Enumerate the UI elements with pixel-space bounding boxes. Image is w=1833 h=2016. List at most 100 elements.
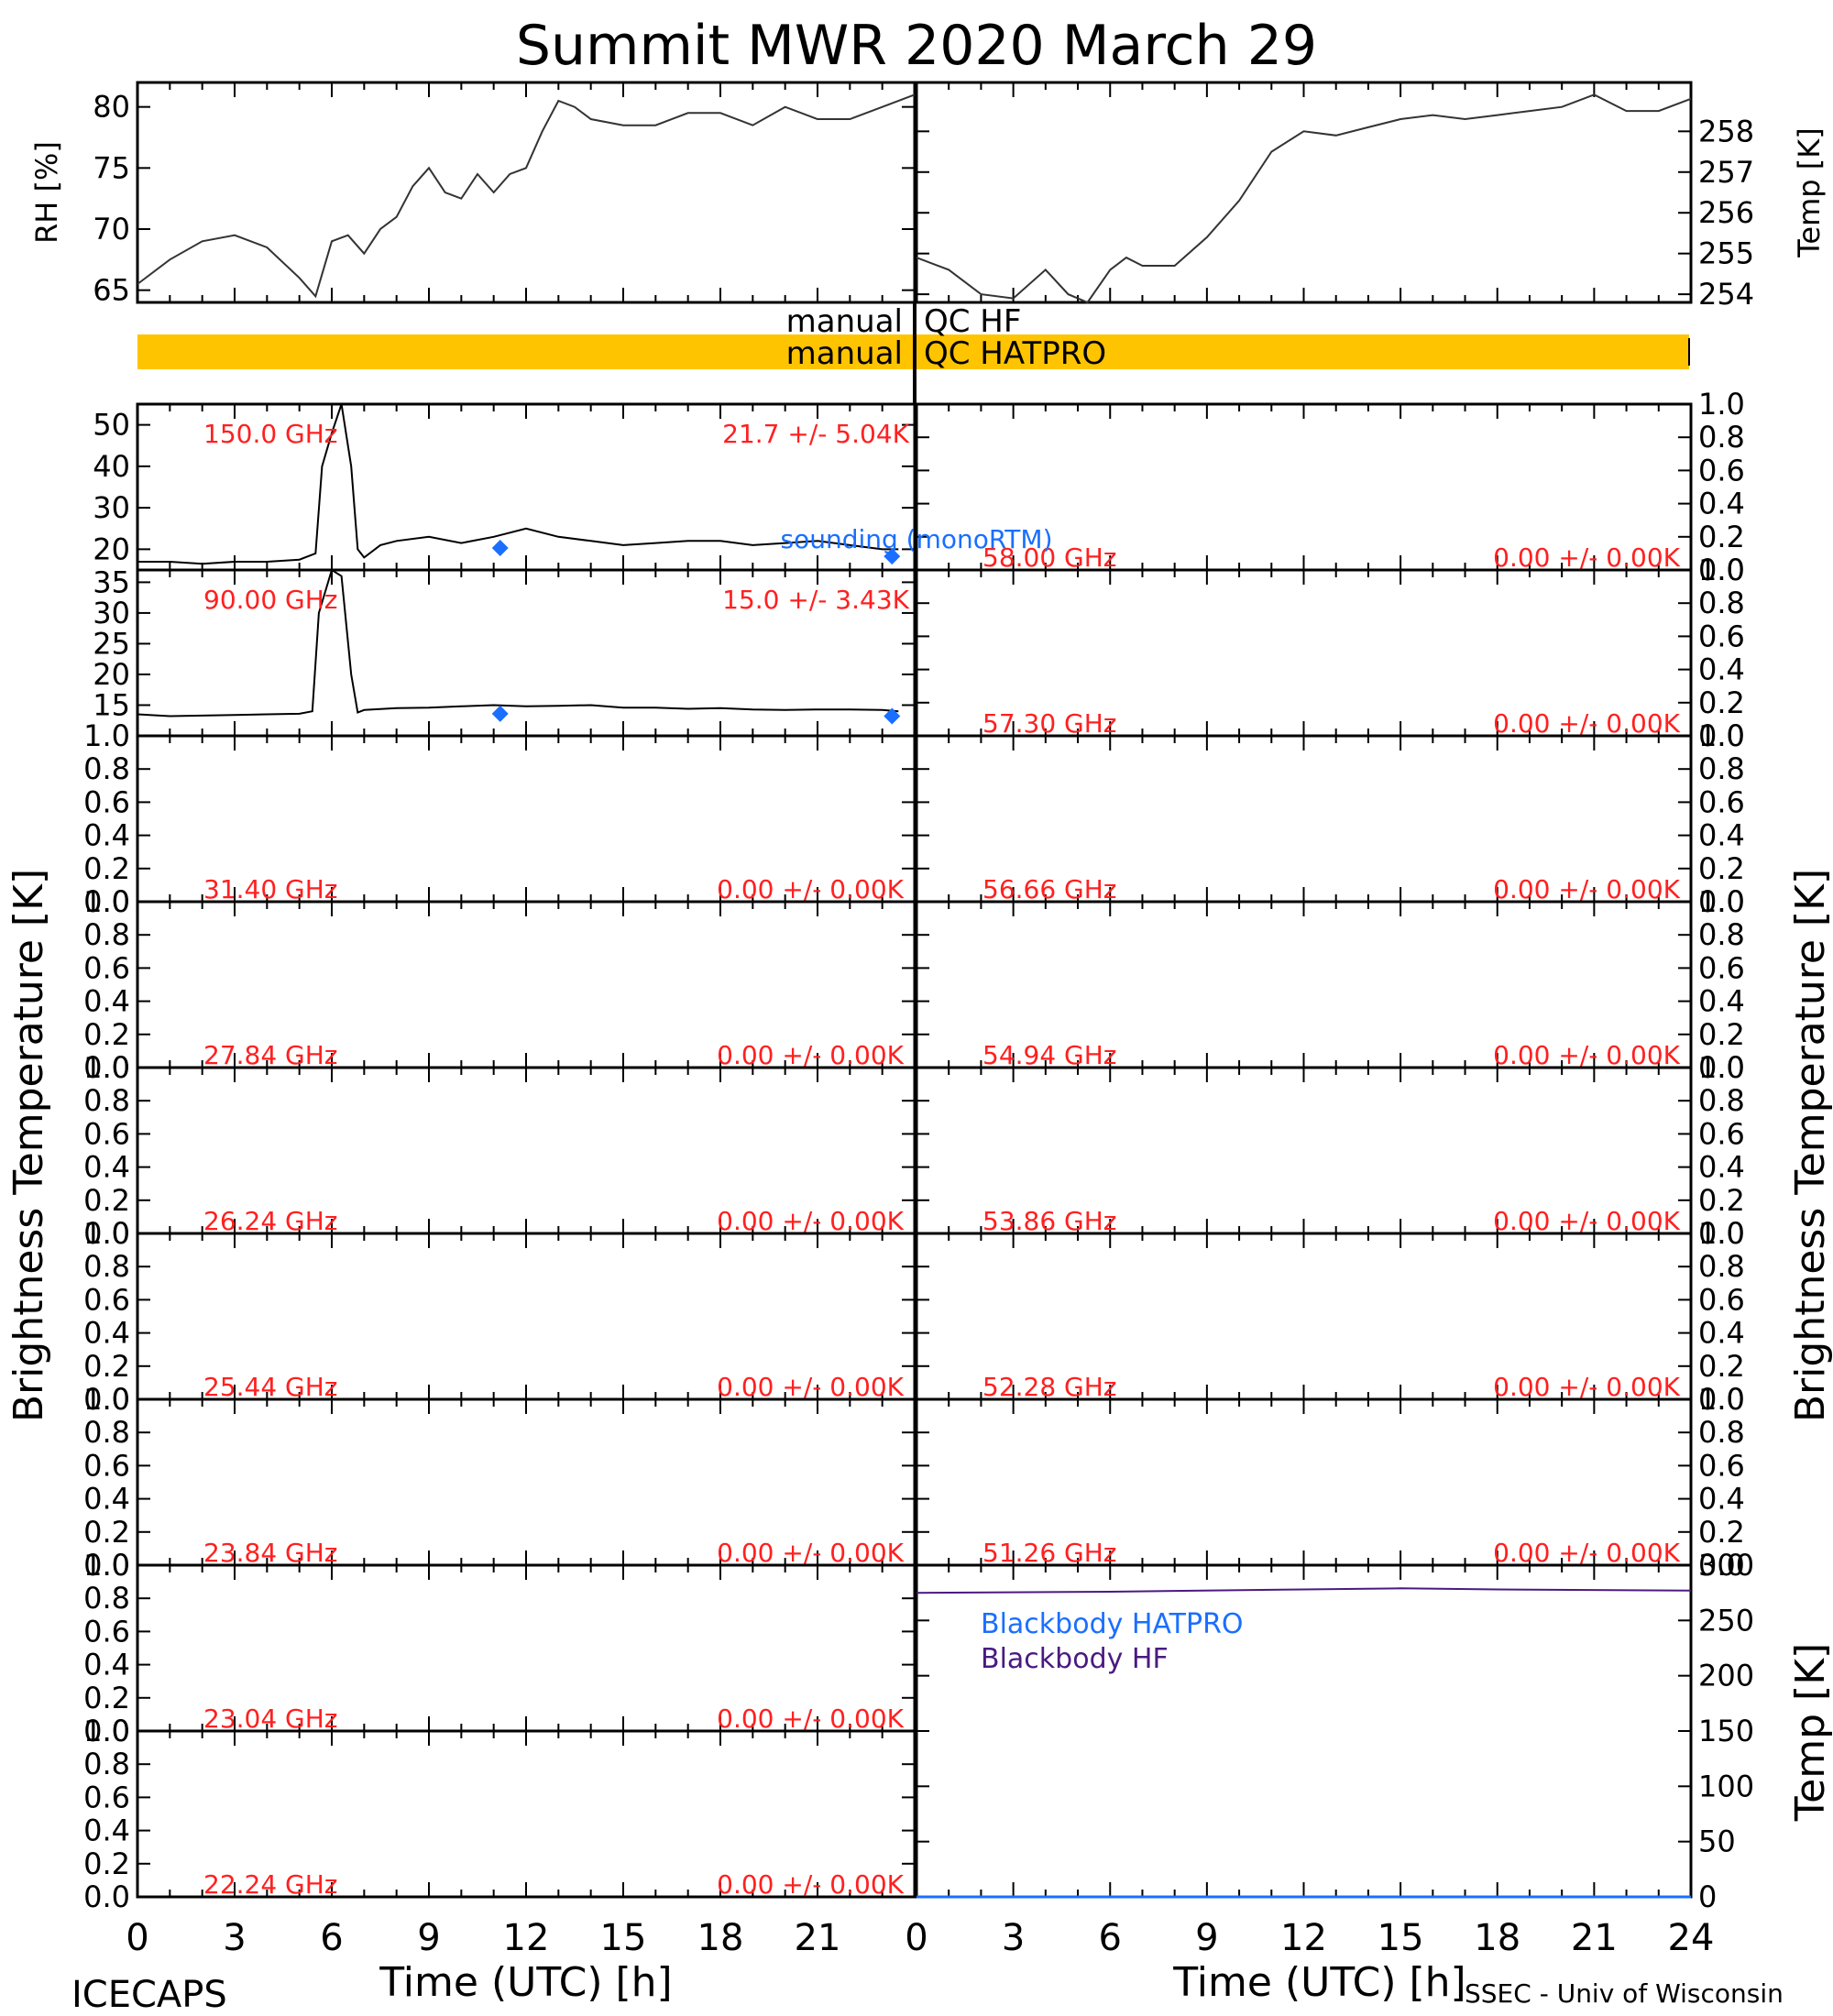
y-tick-label: 35: [93, 564, 130, 599]
y-tick-label: 1.0: [83, 1548, 130, 1583]
y-tick-label: 256: [1698, 195, 1754, 230]
y-tick-label: 25: [93, 626, 130, 661]
ch-54-x-ticks: [916, 902, 1692, 1068]
ch-53-y-ticks: 0.00.20.40.60.81.0: [916, 1050, 1745, 1251]
y-tick-label: 0.2: [1698, 685, 1745, 720]
ch-27-y-ticks: 0.00.20.40.60.81.0: [83, 884, 915, 1085]
ch-150-sounding-marker: [491, 540, 509, 557]
qc-hf-label-right: QC HF: [924, 303, 1021, 340]
y-tick-label: 254: [1698, 277, 1754, 312]
ch-58-stats-label: 0.00 +/- 0.00K: [1493, 542, 1680, 573]
y-tick-label: 1.0: [1698, 1050, 1745, 1085]
y-tick-label: 0.8: [83, 917, 130, 952]
x-tick-label-right: 12: [1280, 1917, 1327, 1959]
y-tick-label: 150: [1698, 1714, 1754, 1748]
ch-26-stats-label: 0.00 +/- 0.00K: [717, 1206, 904, 1236]
y-tick-label: 0.2: [83, 1017, 130, 1052]
ch-56-stats-label: 0.00 +/- 0.00K: [1493, 874, 1680, 904]
y-tick-label: 0.6: [1698, 1448, 1745, 1483]
ch-51-channel-label: 51.26 GHz: [982, 1538, 1117, 1568]
y-tick-label: 200: [1698, 1659, 1754, 1693]
met-rh-y-ticks: 65 70 75 80: [93, 90, 915, 308]
y-tick-label: 0.8: [1698, 586, 1745, 620]
ch-150-stats-label: 21.7 +/- 5.04K: [722, 419, 909, 449]
y-tick-label: 0.0: [83, 884, 130, 919]
y-tick-label: 30: [93, 490, 130, 525]
y-tick-label: 0.8: [83, 1083, 130, 1118]
y-tick-label: 0.4: [83, 818, 130, 853]
y-tick-label: 75: [93, 150, 130, 185]
bb-hatpro-legend: Blackbody HATPRO: [981, 1608, 1244, 1640]
x-tick-label-right: 21: [1571, 1917, 1618, 1959]
y-tick-label: 0.8: [1698, 420, 1745, 455]
bb-hf-series: [916, 1587, 1692, 1594]
y-tick-label: 0.4: [1698, 487, 1745, 521]
sounding-legend: sounding (monoRTM): [781, 524, 1053, 554]
y-tick-label: 0.8: [1698, 917, 1745, 952]
rh-axis-label: RH [%]: [29, 141, 64, 244]
ch-52-y-ticks: 0.00.20.40.60.81.0: [916, 1216, 1745, 1417]
x-tick-label-left: 3: [223, 1917, 246, 1959]
y-tick-label: 0.4: [83, 984, 130, 1019]
y-tick-label: 0.8: [1698, 751, 1745, 786]
y-tick-label: 0.8: [83, 1747, 130, 1781]
ch-150-y-ticks: 20 30 40 50: [93, 408, 915, 566]
y-tick-label: 0.2: [1698, 1515, 1745, 1550]
qc-hatpro-label-left: manual: [786, 335, 903, 372]
ch-90-sounding-marker: [884, 707, 901, 725]
y-tick-label: 0.2: [1698, 1017, 1745, 1052]
ch-58-y-ticks: 0.00.20.40.60.81.0: [916, 387, 1745, 587]
y-tick-label: 0.2: [1698, 520, 1745, 554]
y-tick-label: 100: [1698, 1769, 1754, 1803]
ch-90-stats-label: 15.0 +/- 3.43K: [722, 585, 909, 615]
x-tick-label-right: 9: [1195, 1917, 1218, 1959]
ch-23b-channel-label: 23.84 GHz: [203, 1538, 338, 1568]
y-tick-label: 0.6: [83, 1448, 130, 1483]
temp-axis-label: Temp [K]: [1792, 127, 1827, 257]
y-tick-label: 0.0: [1698, 553, 1745, 587]
ch-58-x-ticks: [916, 404, 1692, 570]
ch-51-y-ticks: 0.00.20.40.60.81.0: [916, 1382, 1745, 1583]
y-tick-label: 1.0: [1698, 884, 1745, 919]
met-temp-y-ticks: 254 255 256 257 258: [916, 114, 1754, 312]
y-tick-label: 0.0: [83, 1879, 130, 1914]
y-tick-label: 0.6: [83, 1780, 130, 1814]
y-tick-label: 0.8: [1698, 1083, 1745, 1118]
temp-series: [916, 93, 1692, 304]
y-tick-label: 0.4: [1698, 984, 1745, 1019]
y-tick-label: 1.0: [83, 1216, 130, 1251]
ch-27-stats-label: 0.00 +/- 0.00K: [717, 1040, 904, 1070]
ch-22-stats-label: 0.00 +/- 0.00K: [717, 1869, 904, 1900]
x-tick-label-left: 9: [417, 1917, 440, 1959]
x-tick-label-right: 18: [1474, 1917, 1520, 1959]
x-tick-label-left: 18: [697, 1917, 744, 1959]
footer-right: SSEC - Univ of Wisconsin: [1465, 1978, 1784, 2009]
ch-90-channel-label: 90.00 GHz: [203, 585, 338, 615]
ch-54-stats-label: 0.00 +/- 0.00K: [1493, 1040, 1680, 1070]
ch-150-channel-label: 150.0 GHz: [203, 419, 338, 449]
ch-150-sounding-marker: [884, 548, 901, 565]
ch-52-stats-label: 0.00 +/- 0.00K: [1493, 1372, 1680, 1402]
ch-23a-stats-label: 0.00 +/- 0.00K: [717, 1704, 904, 1734]
ch-23b-x-ticks: [137, 1399, 916, 1565]
y-tick-label: 1.0: [1698, 718, 1745, 753]
ch-57-y-ticks: 0.00.20.40.60.81.0: [916, 553, 1745, 753]
y-tick-label: 65: [93, 273, 130, 308]
ch-90-sounding-marker: [491, 705, 509, 722]
y-tick-label: 0.6: [1698, 453, 1745, 488]
y-tick-label: 0.2: [83, 1681, 130, 1715]
bb-axis-label: Temp [K]: [1787, 1643, 1833, 1822]
x-tick-label-left: 12: [503, 1917, 550, 1959]
ch-150-x-ticks: [137, 404, 916, 570]
figure-title: Summit MWR 2020 March 29: [516, 14, 1317, 78]
ch-26-channel-label: 26.24 GHz: [203, 1206, 338, 1236]
y-tick-label: 20: [93, 657, 130, 692]
ch-54-y-ticks: 0.00.20.40.60.81.0: [916, 884, 1745, 1085]
ch-51-stats-label: 0.00 +/- 0.00K: [1493, 1538, 1680, 1568]
qc-hatpro-label-right: QC HATPRO: [924, 335, 1106, 372]
ch-57-channel-label: 57.30 GHz: [982, 708, 1117, 739]
ch-52-x-ticks: [916, 1233, 1692, 1399]
y-tick-label: 0.0: [83, 1714, 130, 1748]
